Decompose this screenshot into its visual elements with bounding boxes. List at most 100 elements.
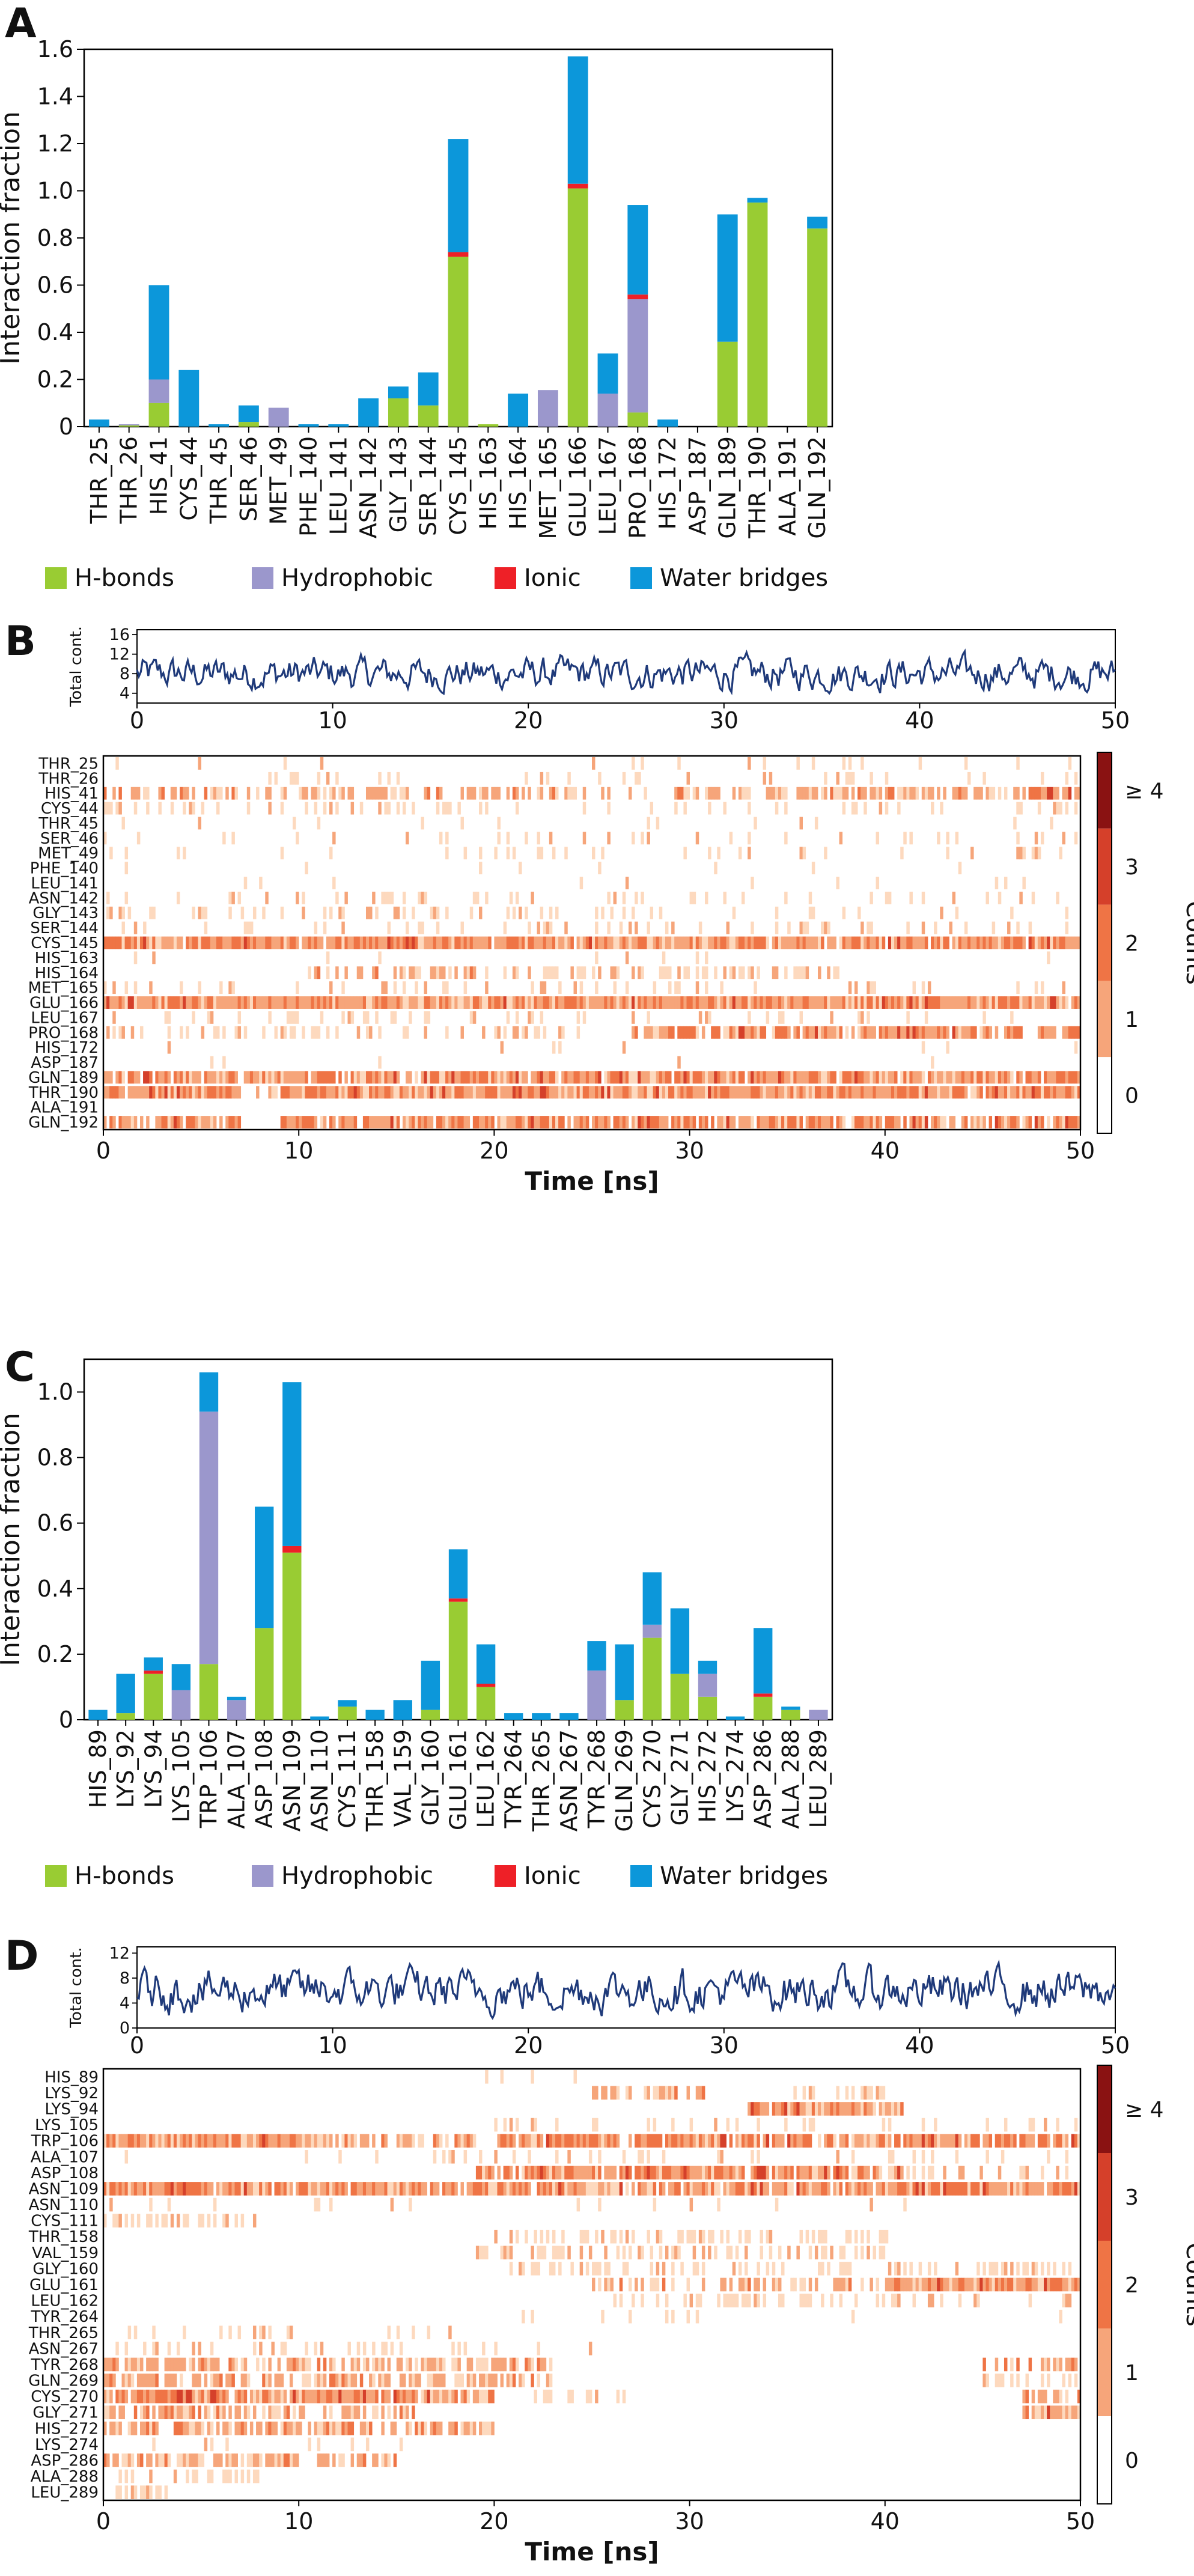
- heat-cell: [854, 2134, 858, 2148]
- heat-cell: [204, 2182, 208, 2196]
- heat-cell: [827, 1086, 830, 1099]
- heat-cell: [454, 2134, 458, 2148]
- heat-cell: [204, 1071, 208, 1084]
- colorbar-segment: [1097, 2328, 1112, 2416]
- heat-cell: [570, 1086, 574, 1099]
- heat-cell: [628, 936, 632, 949]
- heat-cell: [274, 2182, 278, 2196]
- heat-cell: [320, 1071, 324, 1084]
- heat-cell: [656, 2277, 660, 2292]
- heat-cell: [598, 2262, 602, 2276]
- row-label: TRP_106: [31, 2133, 99, 2151]
- heat-cell: [286, 1011, 290, 1024]
- heat-cell: [897, 936, 901, 949]
- heat-cell: [616, 2182, 620, 2196]
- heat-cell: [506, 2166, 510, 2180]
- heat-cell: [274, 1026, 278, 1039]
- heat-cell: [683, 2166, 687, 2180]
- heat-cell: [692, 2262, 696, 2276]
- heat-cell: [506, 847, 510, 860]
- heat-cell: [192, 1116, 195, 1128]
- heat-cell: [616, 2086, 620, 2100]
- heat-cell: [582, 787, 586, 800]
- heat-cell: [622, 936, 626, 949]
- heat-cell: [552, 2262, 556, 2276]
- heat-cell: [497, 817, 501, 830]
- heat-cell: [549, 787, 553, 800]
- bar-segment-water-bridges: [298, 424, 319, 427]
- heat-cell: [665, 1071, 669, 1084]
- heat-cell: [155, 2342, 159, 2355]
- heat-cell: [726, 921, 730, 934]
- trace-x-tick-label: 50: [1101, 707, 1130, 734]
- heat-cell: [406, 936, 409, 949]
- heat-cell: [985, 2374, 989, 2387]
- heat-cell: [460, 787, 464, 800]
- heat-cell: [793, 996, 797, 1009]
- heat-cell: [286, 2422, 290, 2435]
- heat-cell: [808, 1026, 812, 1039]
- heat-cell: [259, 936, 263, 949]
- heat-cell: [985, 936, 989, 949]
- heat-cell: [112, 1116, 116, 1128]
- heat-cell: [433, 2182, 437, 2196]
- heat-cell: [641, 2294, 644, 2307]
- heat-cell: [906, 936, 910, 949]
- trace-x-tick-label: 0: [130, 707, 144, 734]
- heat-cell: [390, 2342, 394, 2355]
- heat-cell: [552, 2246, 556, 2260]
- heat-cell: [265, 996, 269, 1009]
- heat-cell: [680, 2229, 684, 2244]
- heat-cell: [1077, 1026, 1081, 1039]
- heat-cell: [506, 1011, 510, 1024]
- heat-cell: [262, 996, 266, 1009]
- heat-cell: [390, 1071, 394, 1084]
- heat-cell: [842, 2277, 846, 2292]
- heat-cell: [283, 2134, 287, 2148]
- heat-cell: [927, 1086, 931, 1099]
- heat-cell: [472, 966, 477, 979]
- heat-cell: [133, 1071, 138, 1084]
- heat-cell: [717, 2166, 720, 2180]
- row-label: CYS_44: [41, 800, 99, 818]
- trace-y-axis-label: Total cont.: [67, 626, 85, 707]
- heat-cell: [814, 2166, 818, 2180]
- heat-cell: [796, 2134, 800, 2148]
- heat-cell: [796, 757, 800, 770]
- heat-cell: [873, 936, 876, 949]
- heat-cell: [842, 802, 846, 815]
- heat-cell: [256, 2422, 260, 2435]
- heat-cell: [876, 1086, 880, 1099]
- heat-cell: [509, 2262, 513, 2276]
- heat-cell: [677, 966, 681, 979]
- heat-cell: [424, 1116, 428, 1128]
- heat-cell: [1065, 2389, 1069, 2404]
- heat-cell: [369, 1116, 373, 1128]
- heat-cell: [738, 1071, 742, 1084]
- heat-cell: [365, 2134, 370, 2148]
- heat-cell: [674, 1116, 678, 1128]
- heat-cell: [616, 966, 620, 979]
- heat-cell: [1050, 1026, 1053, 1039]
- heat-cell: [341, 2405, 345, 2420]
- heat-cell: [195, 2453, 198, 2467]
- heat-cell: [659, 1071, 663, 1084]
- heat-cell: [448, 2182, 452, 2196]
- heat-cell: [210, 2134, 214, 2148]
- heat-cell: [210, 2374, 214, 2387]
- heat-cell: [402, 2405, 406, 2420]
- heat-cell: [482, 2182, 486, 2196]
- heat-cell: [564, 787, 568, 800]
- heat-cell: [555, 996, 559, 1009]
- heat-cell: [277, 2357, 281, 2372]
- heat-cell: [635, 1071, 638, 1084]
- heat-cell: [139, 936, 144, 949]
- heat-cell: [579, 936, 583, 949]
- heat-cell: [472, 2134, 477, 2148]
- heat-cell: [268, 996, 272, 1009]
- heat-cell: [604, 2277, 608, 2292]
- heat-cell: [994, 1086, 999, 1099]
- heat-cell: [308, 2422, 311, 2435]
- heat-cell: [549, 906, 553, 919]
- heat-cell: [732, 2262, 736, 2276]
